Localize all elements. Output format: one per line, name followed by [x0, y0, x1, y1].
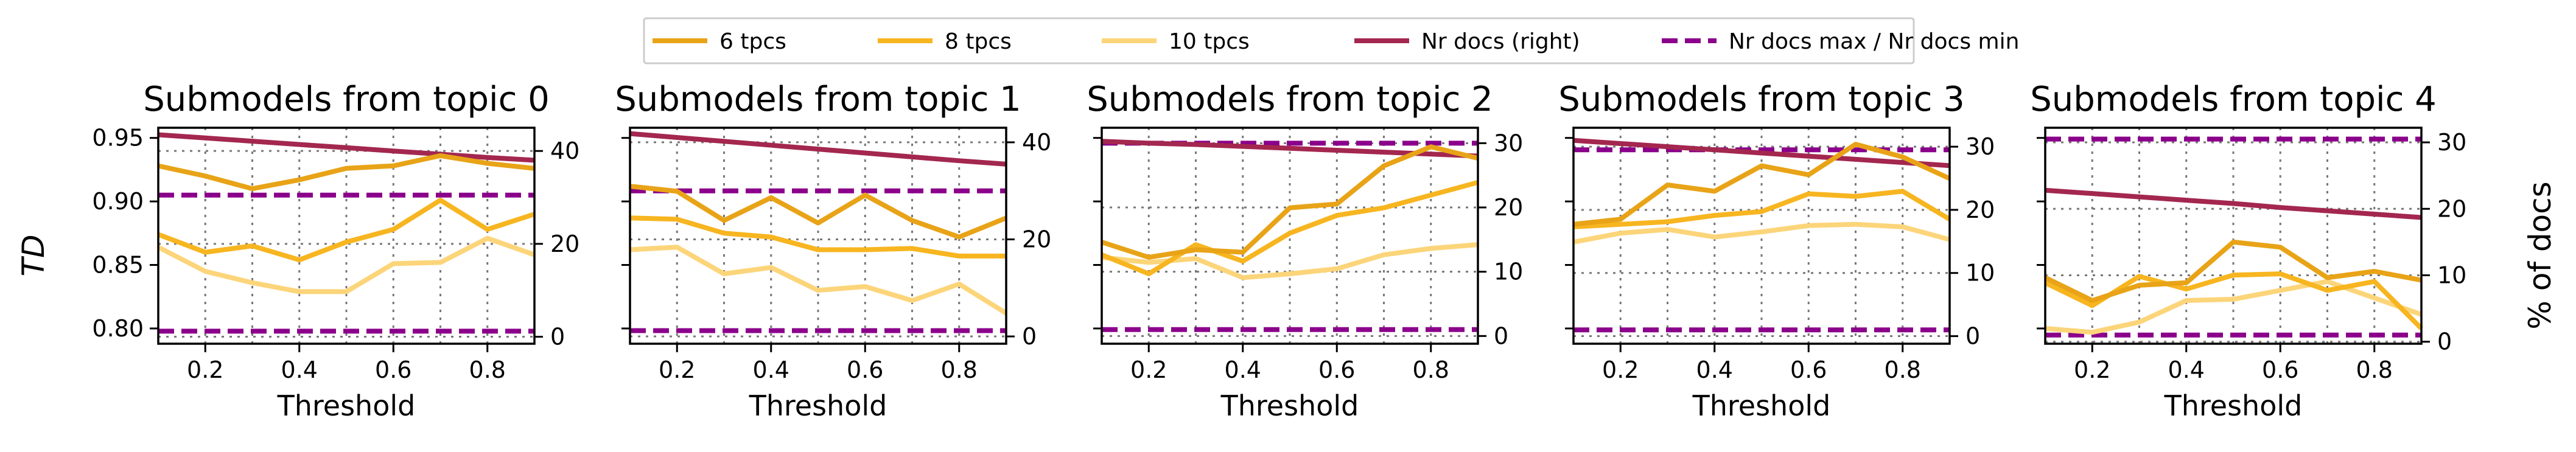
legend-entry: 6 tpcs	[653, 29, 786, 54]
series-line	[629, 184, 1007, 240]
panel-title: Submodels from topic 1	[615, 80, 1021, 119]
x-tick-label: 0.4	[2168, 356, 2205, 383]
series-line	[1573, 189, 1951, 229]
series-line	[2045, 279, 2423, 335]
x-axis-label: Threshold	[277, 389, 416, 422]
series-line	[1573, 142, 1951, 227]
y2-tick-label: 30	[2437, 129, 2466, 156]
series-line	[1573, 137, 1950, 169]
plot-frame	[1101, 127, 1479, 345]
right-y-axis-label: % of docs	[2522, 181, 2558, 329]
y2-tick-label: 0	[1965, 323, 1980, 350]
series-line	[629, 215, 1006, 259]
x-tick-label: 0.2	[2074, 356, 2110, 383]
legend-entry: 8 tpcs	[878, 29, 1012, 54]
x-axis-label: Threshold	[1692, 389, 1831, 422]
x-axis-label: Threshold	[749, 389, 887, 422]
y2-tick-label: 0	[1022, 323, 1037, 350]
y2-tick-label: 30	[1965, 133, 1995, 160]
x-tick-label: 0.8	[1413, 356, 1449, 383]
y2-tick-label: 20	[1965, 196, 1995, 223]
legend-entry: Nr docs (right)	[1354, 29, 1580, 54]
series-line	[1101, 242, 1479, 280]
panel-title: Submodels from topic 0	[143, 80, 550, 119]
y2-tick-label: 10	[1965, 260, 1995, 287]
x-tick-label: 0.8	[1885, 356, 1921, 383]
y2-tick-label: 0	[1494, 322, 1508, 349]
y-tick-label: 0.95	[92, 125, 144, 151]
panel-title: Submodels from topic 3	[1558, 80, 1965, 119]
x-tick-label: 0.4	[1696, 356, 1733, 383]
legend-label: 8 tpcs	[945, 29, 1012, 54]
series-line	[2044, 239, 2422, 303]
legend-label: Nr docs (right)	[1421, 29, 1580, 54]
x-tick-label: 0.6	[375, 356, 411, 383]
y2-tick-label: 40	[550, 137, 579, 164]
y-tick-label: 0.85	[92, 252, 144, 279]
series-line	[1573, 221, 1951, 245]
plot-frame	[629, 127, 1007, 345]
series-line	[629, 245, 1008, 316]
chart-panel: 0.2 0.4 0.6 0.8 0.80 0.85 0.90 0.95 0 20 40Submode…	[92, 80, 579, 422]
y2-tick-label: 40	[1022, 129, 1051, 156]
legend-entry: 10 tpcs	[1102, 29, 1250, 54]
series-line	[1101, 179, 1479, 277]
series-line	[629, 131, 1007, 167]
y2-tick-label: 0	[550, 324, 565, 350]
x-tick-label: 0.6	[1790, 356, 1827, 383]
plot-frame	[2044, 127, 2423, 345]
legend-entry: Nr docs max / Nr docs min	[1662, 29, 2019, 54]
plot-frame	[157, 127, 536, 345]
legend-label: 10 tpcs	[1169, 29, 1250, 54]
x-tick-label: 0.6	[1318, 356, 1355, 383]
x-tick-label: 0.4	[1225, 356, 1261, 383]
left-y-axis-label: TD	[16, 234, 51, 276]
y-tick-label: 0.90	[92, 188, 144, 215]
y2-tick-label: 10	[2437, 262, 2466, 288]
x-tick-label: 0.6	[847, 356, 883, 383]
x-tick-label: 0.4	[281, 356, 318, 383]
x-tick-label: 0.2	[1602, 356, 1639, 383]
x-tick-label: 0.4	[753, 356, 789, 383]
legend-frame	[643, 17, 1915, 64]
y2-tick-label: 20	[1022, 226, 1051, 252]
y2-tick-label: 10	[1494, 259, 1523, 285]
x-tick-label: 0.8	[469, 356, 506, 383]
panel-title: Submodels from topic 4	[2030, 80, 2437, 119]
x-axis-label: Threshold	[2164, 389, 2303, 422]
legend-label: Nr docs max / Nr docs min	[1729, 29, 2019, 54]
series-line	[1101, 144, 1479, 260]
series-line	[158, 132, 535, 163]
legend: 6 tpcs 8 tpcs 10 tpcs Nr docs (right) Nr doc…	[643, 17, 2019, 64]
panels: 0.2 0.4 0.6 0.80.800.850.900.9502040Submode…	[92, 80, 2466, 422]
x-tick-label: 0.2	[187, 356, 223, 383]
x-tick-label: 0.8	[2356, 356, 2393, 383]
x-tick-label: 0.8	[941, 356, 978, 383]
y2-tick-label: 20	[1494, 194, 1523, 221]
series-line	[157, 198, 536, 263]
series-line	[157, 235, 536, 294]
series-line	[158, 153, 535, 192]
x-axis-label: Threshold	[1220, 389, 1359, 422]
plot-frame	[1572, 127, 1951, 345]
y-tick-label: 0.80	[92, 315, 144, 342]
panel-title: Submodels from topic 2	[1087, 80, 1493, 119]
y2-tick-label: 20	[2437, 195, 2466, 222]
x-tick-label: 0.2	[1130, 356, 1167, 383]
legend-label: 6 tpcs	[719, 29, 786, 54]
y2-tick-label: 30	[1494, 130, 1523, 156]
x-tick-label: 0.2	[659, 356, 695, 383]
series-line	[2045, 187, 2422, 220]
x-tick-label: 0.6	[2262, 356, 2298, 383]
y2-tick-label: 0	[2437, 329, 2452, 355]
y2-tick-label: 20	[550, 231, 579, 257]
